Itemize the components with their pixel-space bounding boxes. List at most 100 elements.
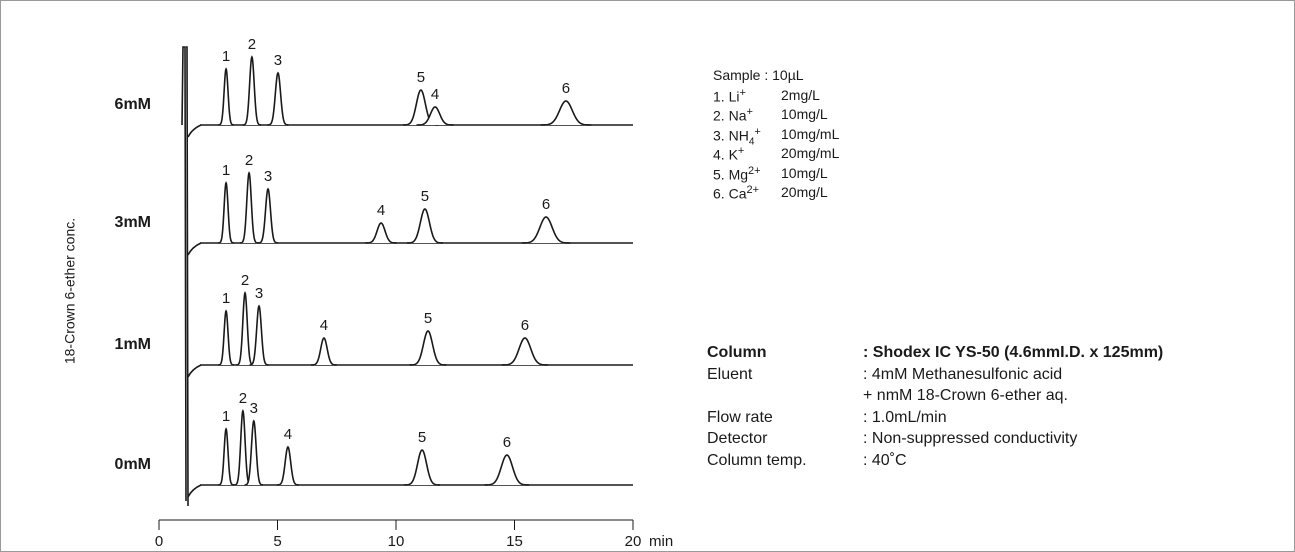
condition-row: Column: Shodex IC YS-50 (4.6mmI.D. x 125… — [707, 344, 1163, 366]
peak — [416, 106, 454, 126]
ion-subscript: 4 — [748, 135, 755, 147]
peak — [249, 304, 269, 366]
x-tick-label: 0 — [155, 533, 163, 550]
sample-item: 5. Mg2+ 10mg/L — [713, 164, 828, 185]
sample-item: 1. Li+ 2mg/L — [713, 87, 820, 107]
peak — [276, 445, 299, 486]
peak — [406, 208, 444, 244]
condition-value: : Shodex IC YS-50 (4.6mmI.D. x 125mm) — [863, 344, 1164, 361]
y-axis-label: 18-Crown 6-ether conc. — [62, 218, 78, 364]
peak-label: 3 — [250, 400, 258, 417]
sample-item: 2. Na+ 10mg/L — [713, 106, 828, 126]
condition-key: Eluent — [707, 365, 753, 383]
concentration: 2mg/L — [781, 86, 820, 103]
peak-label: 1 — [222, 162, 230, 179]
x-tick-label: 10 — [388, 533, 405, 550]
condition-row: Column temp. : 40˚C — [707, 451, 907, 474]
peak-label: 5 — [417, 69, 425, 86]
condition-key: Column temp. — [707, 451, 807, 469]
peak-label: 1 — [222, 290, 230, 307]
peak — [218, 181, 234, 244]
condition-key: Flow rate — [707, 408, 773, 426]
ion: Li — [728, 88, 740, 105]
ion: Mg — [728, 166, 749, 183]
condition-row: Detector : Non-suppressed conductivity — [707, 430, 1077, 452]
condition-row: Eluent : 4mM Methanesulfonic acid — [707, 365, 1062, 388]
sample-item: 4. K+ 20mg/mL — [713, 145, 839, 165]
ion-charge: + — [737, 145, 745, 157]
void-spike — [186, 46, 189, 507]
item-number: 4. — [713, 146, 725, 163]
peak — [311, 337, 337, 366]
sample-item: 3. NH4+ 10mg/mL — [713, 126, 839, 147]
item-number: 1. — [713, 88, 725, 105]
peak-label: 6 — [542, 196, 550, 213]
peak-label: 3 — [274, 52, 282, 69]
ion-charge: + — [746, 106, 753, 118]
peak-label: 5 — [421, 188, 429, 205]
peak — [236, 291, 254, 366]
condition-value: : 4mM Methanesulfonic acid — [863, 365, 1063, 383]
condition-row: + nmM 18-Crown 6-ether aq. — [707, 387, 1068, 409]
peak — [240, 171, 259, 244]
x-unit: min — [649, 533, 673, 550]
condition-value: : Non-suppressed conductivity — [863, 430, 1078, 447]
peak-label: 4 — [320, 317, 328, 334]
peak-label: 3 — [264, 168, 272, 185]
peak-label: 2 — [245, 152, 253, 169]
peak-label: 2 — [248, 36, 256, 53]
void-dip — [187, 364, 202, 378]
peak-label: 4 — [377, 202, 385, 219]
peak — [267, 71, 289, 126]
concentration: 10mg/L — [781, 106, 828, 122]
peak-label: 1 — [222, 48, 230, 65]
peak-label: 5 — [418, 429, 426, 446]
peak-label: 2 — [239, 390, 247, 407]
peak — [365, 222, 397, 244]
void-dip — [187, 242, 202, 256]
ion: K — [728, 146, 738, 163]
peak — [218, 309, 234, 366]
peak-label: 6 — [503, 434, 511, 451]
x-tick-label: 15 — [506, 533, 523, 550]
peak — [218, 67, 234, 126]
peak-label: 6 — [521, 317, 529, 334]
peak — [521, 216, 571, 244]
concentration: 10mg/L — [781, 164, 828, 181]
trace-label: 6mM — [115, 96, 151, 113]
peak-label: 4 — [431, 86, 439, 103]
peak-label: 1 — [222, 408, 230, 425]
peak — [484, 454, 530, 486]
x-tick-label: 20 — [625, 533, 642, 550]
peak — [242, 55, 262, 126]
peak — [258, 187, 278, 244]
void-peak — [181, 46, 202, 507]
ion: Ca — [728, 185, 747, 202]
peak-label: 5 — [424, 310, 432, 327]
void-dip — [187, 124, 202, 138]
condition-key: Detector — [707, 430, 768, 447]
peak-label: 6 — [562, 80, 570, 97]
condition-value: + nmM 18-Crown 6-ether aq. — [863, 387, 1068, 404]
trace-label: 0mM — [115, 456, 151, 473]
ion-charge: 2+ — [748, 164, 761, 177]
item-number: 6. — [713, 185, 725, 202]
item-number: 3. — [713, 127, 725, 144]
peak-label: 3 — [255, 285, 263, 302]
peak — [404, 449, 441, 486]
sample-title: Sample : 10µL — [713, 67, 804, 83]
peak-label: 4 — [284, 426, 292, 443]
peak — [244, 419, 264, 486]
item-number: 5. — [713, 166, 725, 183]
concentration: 10mg/mL — [781, 125, 840, 142]
ion: Na — [728, 107, 747, 124]
condition-row: Flow rate : 1.0mL/min — [707, 408, 947, 431]
condition-value: : 1.0mL/min — [863, 408, 947, 426]
sample-panel: Sample : 10µL 1. Li+ 2mg/L 2. Na+ 10mg/L 3. N… — [713, 67, 839, 204]
trace-label: 1mM — [115, 336, 151, 353]
ion-charge: 2+ — [746, 184, 760, 196]
condition-value: : 40˚C — [863, 451, 907, 469]
x-tick-label: 5 — [273, 533, 281, 550]
concentration: 20mg/mL — [781, 145, 840, 161]
